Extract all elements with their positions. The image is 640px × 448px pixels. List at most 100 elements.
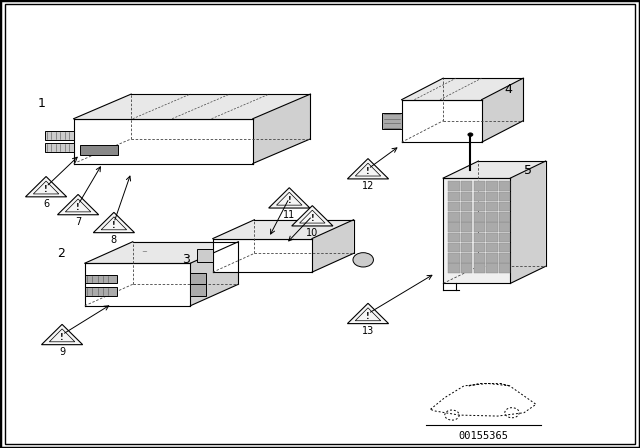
Polygon shape [85,242,239,263]
Polygon shape [312,220,354,272]
Bar [486,202,498,211]
Bar [499,181,511,191]
Polygon shape [74,94,310,119]
Text: 12: 12 [362,181,374,191]
Bar [499,223,511,232]
Text: ~: ~ [141,250,147,255]
Text: 5: 5 [524,164,532,177]
Bar [499,233,511,242]
Polygon shape [443,161,545,178]
Text: !: ! [76,203,80,212]
Polygon shape [45,131,74,140]
Bar [461,192,472,201]
Polygon shape [191,242,239,306]
Bar [474,263,485,273]
Bar [474,253,485,263]
Text: !: ! [310,214,314,223]
Polygon shape [443,178,511,284]
Bar [499,202,511,211]
Bar [499,192,511,201]
Bar [499,243,511,252]
Polygon shape [42,324,83,345]
Polygon shape [212,238,312,272]
Text: !: ! [366,312,370,321]
Polygon shape [85,263,191,306]
Bar [486,263,498,273]
Text: 8: 8 [111,235,117,245]
Bar [448,212,460,222]
Polygon shape [269,188,310,208]
Bar [474,192,485,201]
Bar [486,192,498,201]
Polygon shape [45,143,74,152]
Text: 3: 3 [182,253,189,267]
Text: !: ! [60,333,64,342]
Bar [486,223,498,232]
Polygon shape [402,100,481,142]
Polygon shape [191,273,206,284]
Bar [486,253,498,263]
Polygon shape [348,303,388,323]
Bar [461,212,472,222]
Text: 00155365: 00155365 [458,431,508,441]
Bar [448,243,460,252]
Polygon shape [511,161,545,284]
Bar [448,192,460,201]
Text: !: ! [366,167,370,176]
Bar [461,253,472,263]
Bar [448,233,460,242]
Polygon shape [85,287,116,296]
Text: 13: 13 [362,326,374,336]
Text: 7: 7 [75,217,81,227]
Bar [448,223,460,232]
Bar [474,243,485,252]
Bar [486,212,498,222]
Text: !: ! [112,221,116,230]
Bar [486,181,498,191]
Bar [461,202,472,211]
Circle shape [353,253,374,267]
Polygon shape [402,78,523,100]
Bar [486,243,498,252]
Bar [474,181,485,191]
Bar [461,243,472,252]
Bar [474,212,485,222]
Polygon shape [93,212,134,233]
Text: 9: 9 [59,347,65,357]
Bar [448,202,460,211]
Bar [474,233,485,242]
Polygon shape [348,159,388,179]
Bar [474,202,485,211]
Polygon shape [74,119,253,164]
Bar [499,212,511,222]
Bar [499,263,511,273]
Polygon shape [253,94,310,164]
Text: 4: 4 [505,83,513,96]
Text: 6: 6 [43,199,49,209]
Polygon shape [26,177,67,197]
Text: 1: 1 [38,96,45,110]
Bar [461,181,472,191]
Bar [448,181,460,191]
Text: !: ! [287,196,291,205]
Bar [461,233,472,242]
Bar [448,263,460,273]
Text: 10: 10 [306,228,319,238]
Text: 2: 2 [57,246,65,260]
Text: 11: 11 [283,210,296,220]
Polygon shape [191,284,206,296]
Polygon shape [292,206,333,226]
Bar [461,223,472,232]
Bar [461,263,472,273]
Polygon shape [212,220,354,238]
Bar [486,233,498,242]
Text: !: ! [44,185,48,194]
Circle shape [468,133,473,136]
Bar [474,223,485,232]
Polygon shape [196,249,212,262]
Bar [448,253,460,263]
Bar [499,253,511,263]
Polygon shape [481,78,523,142]
Polygon shape [80,145,118,155]
Polygon shape [85,275,116,283]
